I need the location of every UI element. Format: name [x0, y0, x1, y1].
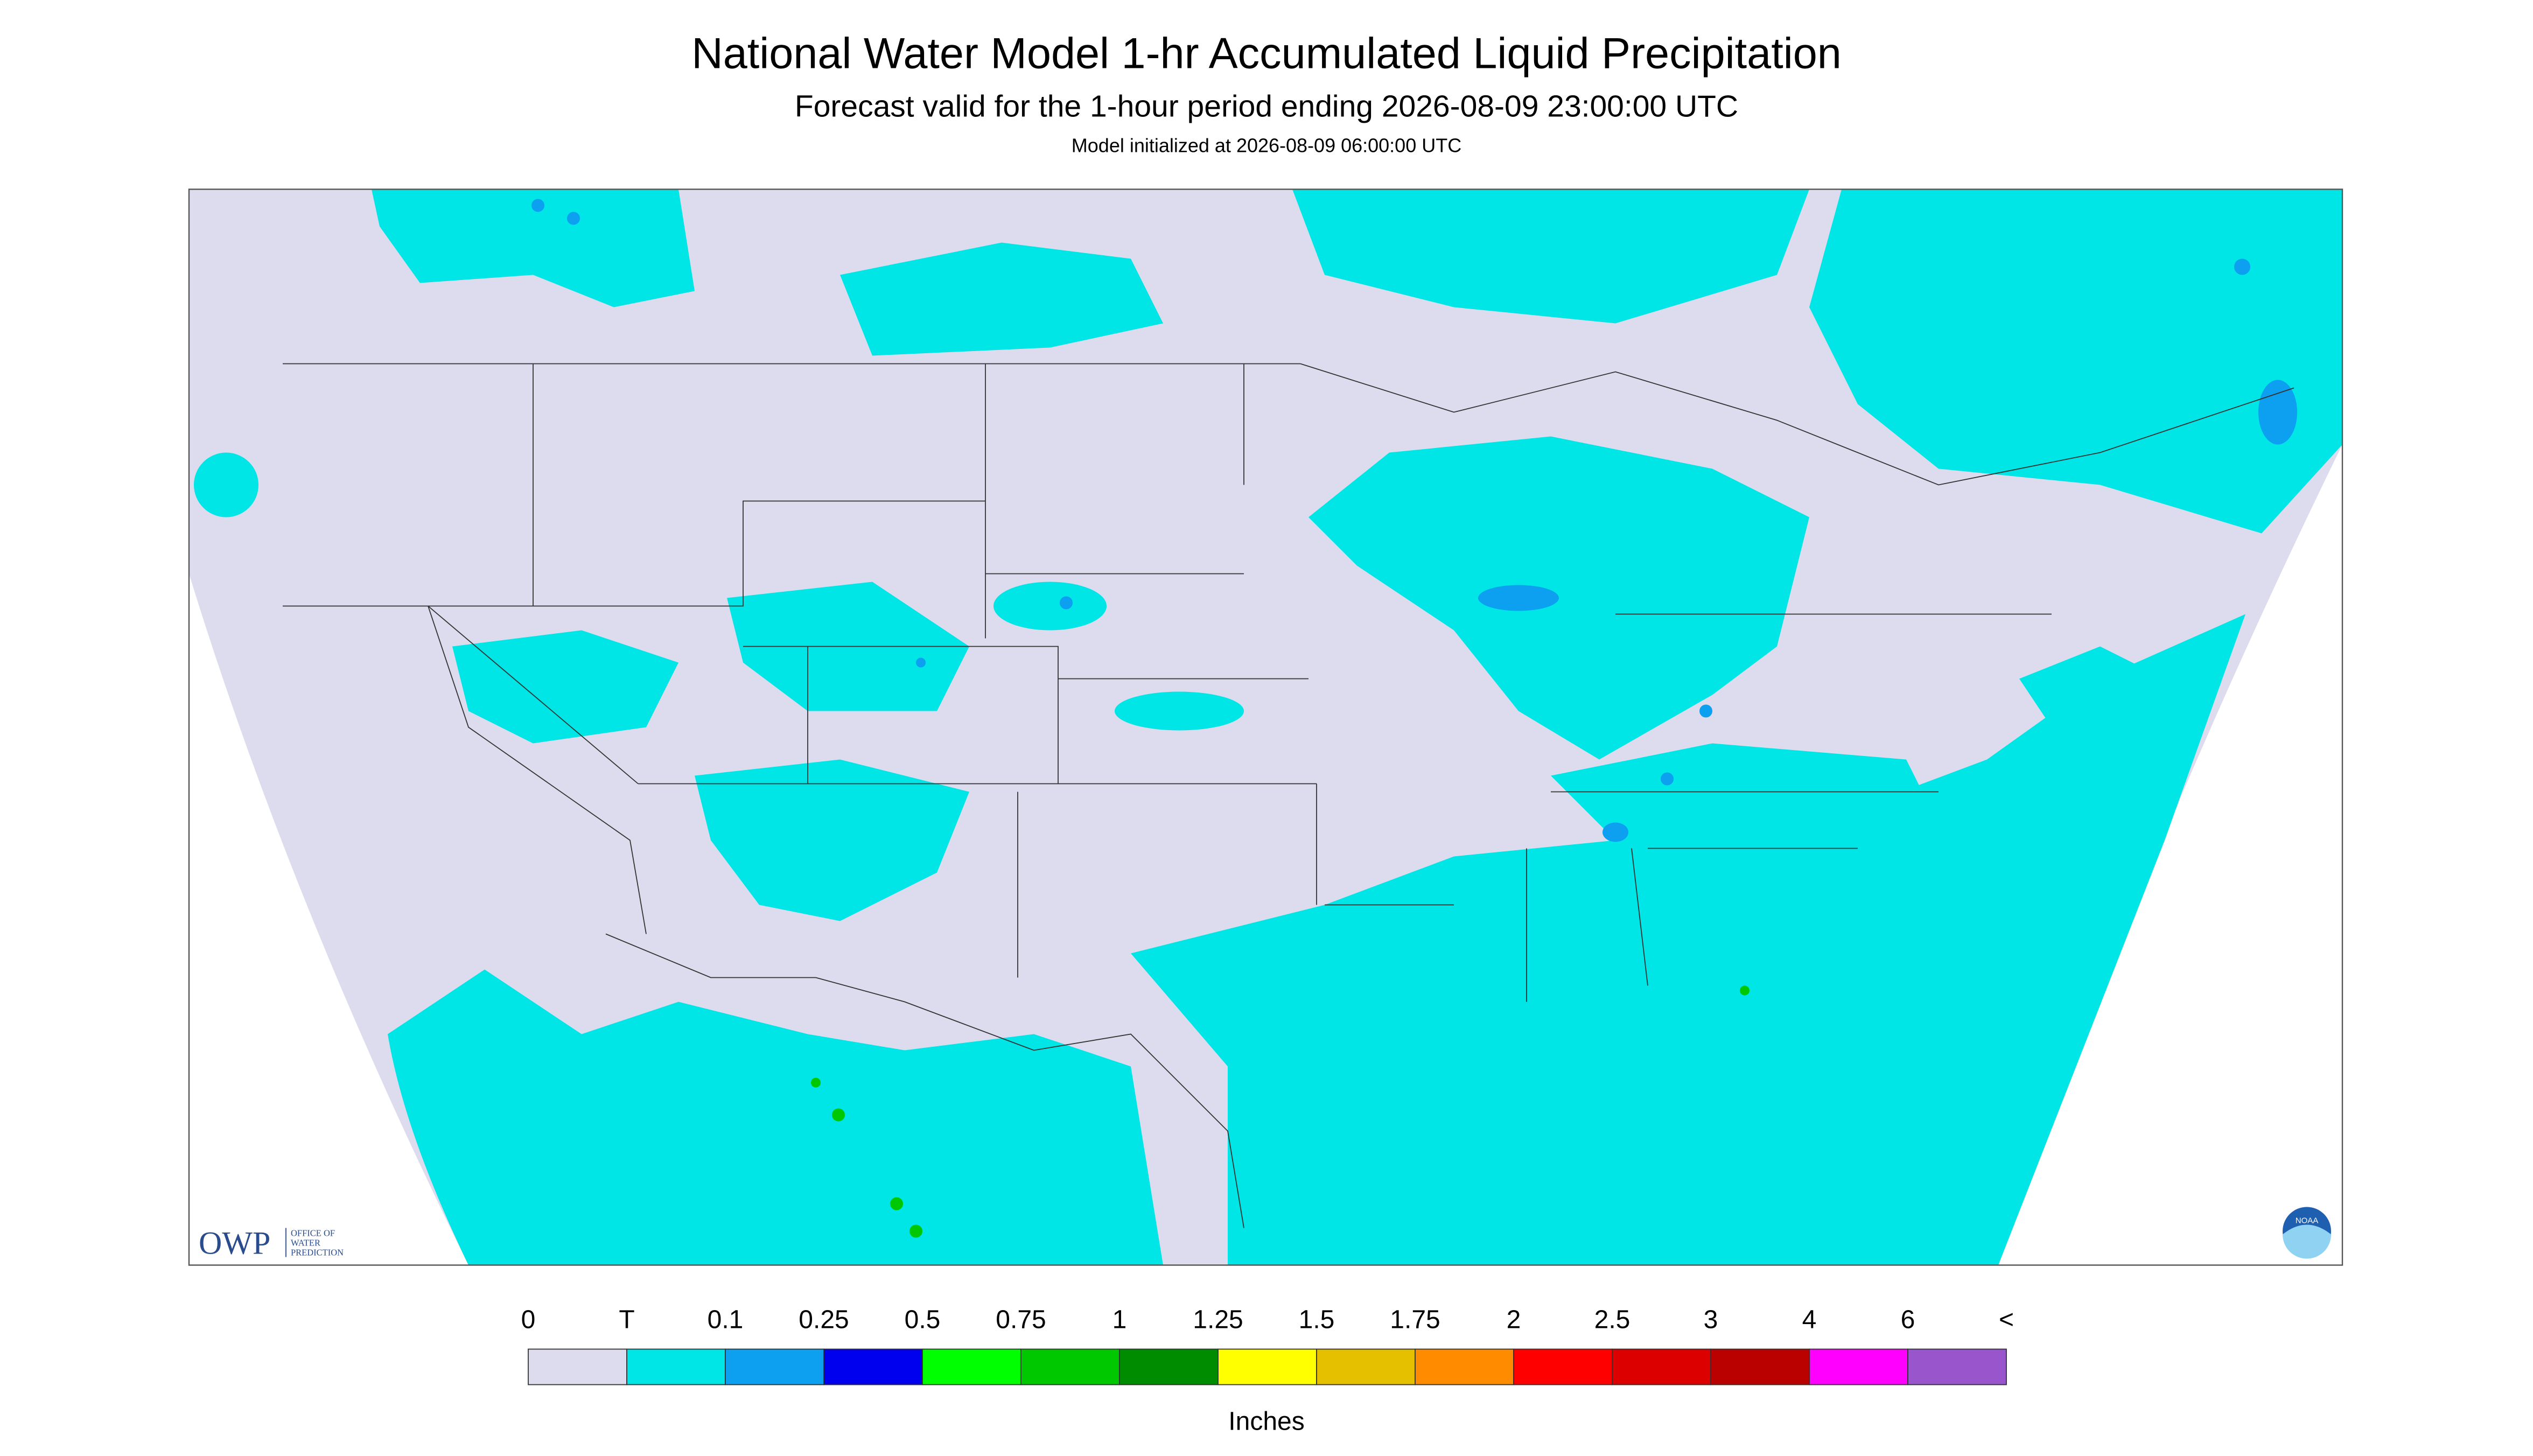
legend-label: 6	[1901, 1306, 1915, 1334]
init-time: Model initialized at 2026-08-09 06:00:00…	[1072, 135, 1461, 157]
owp-logo: OWP	[199, 1226, 270, 1261]
legend-swatch	[823, 1348, 923, 1385]
legend-swatch	[1710, 1348, 1810, 1385]
legend-swatch	[1513, 1348, 1613, 1385]
legend-swatch	[922, 1348, 1021, 1385]
legend-label: 0.25	[799, 1306, 849, 1334]
legend-label: 0.75	[996, 1306, 1046, 1334]
legend-label: 0	[521, 1306, 536, 1334]
precip-areas	[194, 189, 2342, 1265]
legend-label: 2	[1507, 1306, 1521, 1334]
owp-office-line: PREDICTION	[291, 1248, 344, 1258]
legend-unit: Inches	[1228, 1408, 1304, 1436]
owp-office-line: WATER	[291, 1238, 320, 1248]
legend: 0 T 0.1 0.25 0.5 0.75 1 1.25 1.5 1.75 2 2.5 3 4 6 <	[521, 1306, 2014, 1385]
legend-label: 0.1	[708, 1306, 744, 1334]
legend-swatch	[1809, 1348, 1908, 1385]
legend-label: 1.75	[1390, 1306, 1440, 1334]
owp-office-line: OFFICE OF	[291, 1228, 335, 1238]
borders	[283, 363, 2294, 1228]
legend-label: 1.25	[1193, 1306, 1243, 1334]
legend-swatch	[725, 1348, 824, 1385]
subtitle: Forecast valid for the 1-hour period end…	[795, 89, 1738, 124]
noaa-text: NOAA	[2296, 1216, 2319, 1226]
legend-swatch	[1119, 1348, 1219, 1385]
legend-label: 1	[1112, 1306, 1127, 1334]
legend-swatch	[626, 1348, 726, 1385]
legend-swatch	[1415, 1348, 1514, 1385]
legend-swatch	[1316, 1348, 1416, 1385]
noaa-wave	[2283, 1224, 2331, 1259]
legend-swatch	[1907, 1348, 2007, 1385]
legend-label: 4	[1802, 1306, 1817, 1334]
legend-label: T	[619, 1306, 634, 1334]
legend-label: 2.5	[1594, 1306, 1631, 1334]
legend-swatch	[1217, 1348, 1317, 1385]
legend-label: <	[1999, 1306, 2014, 1334]
map-frame	[188, 188, 2343, 1266]
legend-swatch	[1020, 1348, 1120, 1385]
title: National Water Model 1-hr Accumulated Li…	[691, 30, 1842, 78]
legend-swatch	[528, 1348, 627, 1385]
legend-label: 3	[1704, 1306, 1718, 1334]
legend-label: 1.5	[1299, 1306, 1335, 1334]
legend-label: 0.5	[905, 1306, 941, 1334]
legend-swatch	[1612, 1348, 1711, 1385]
